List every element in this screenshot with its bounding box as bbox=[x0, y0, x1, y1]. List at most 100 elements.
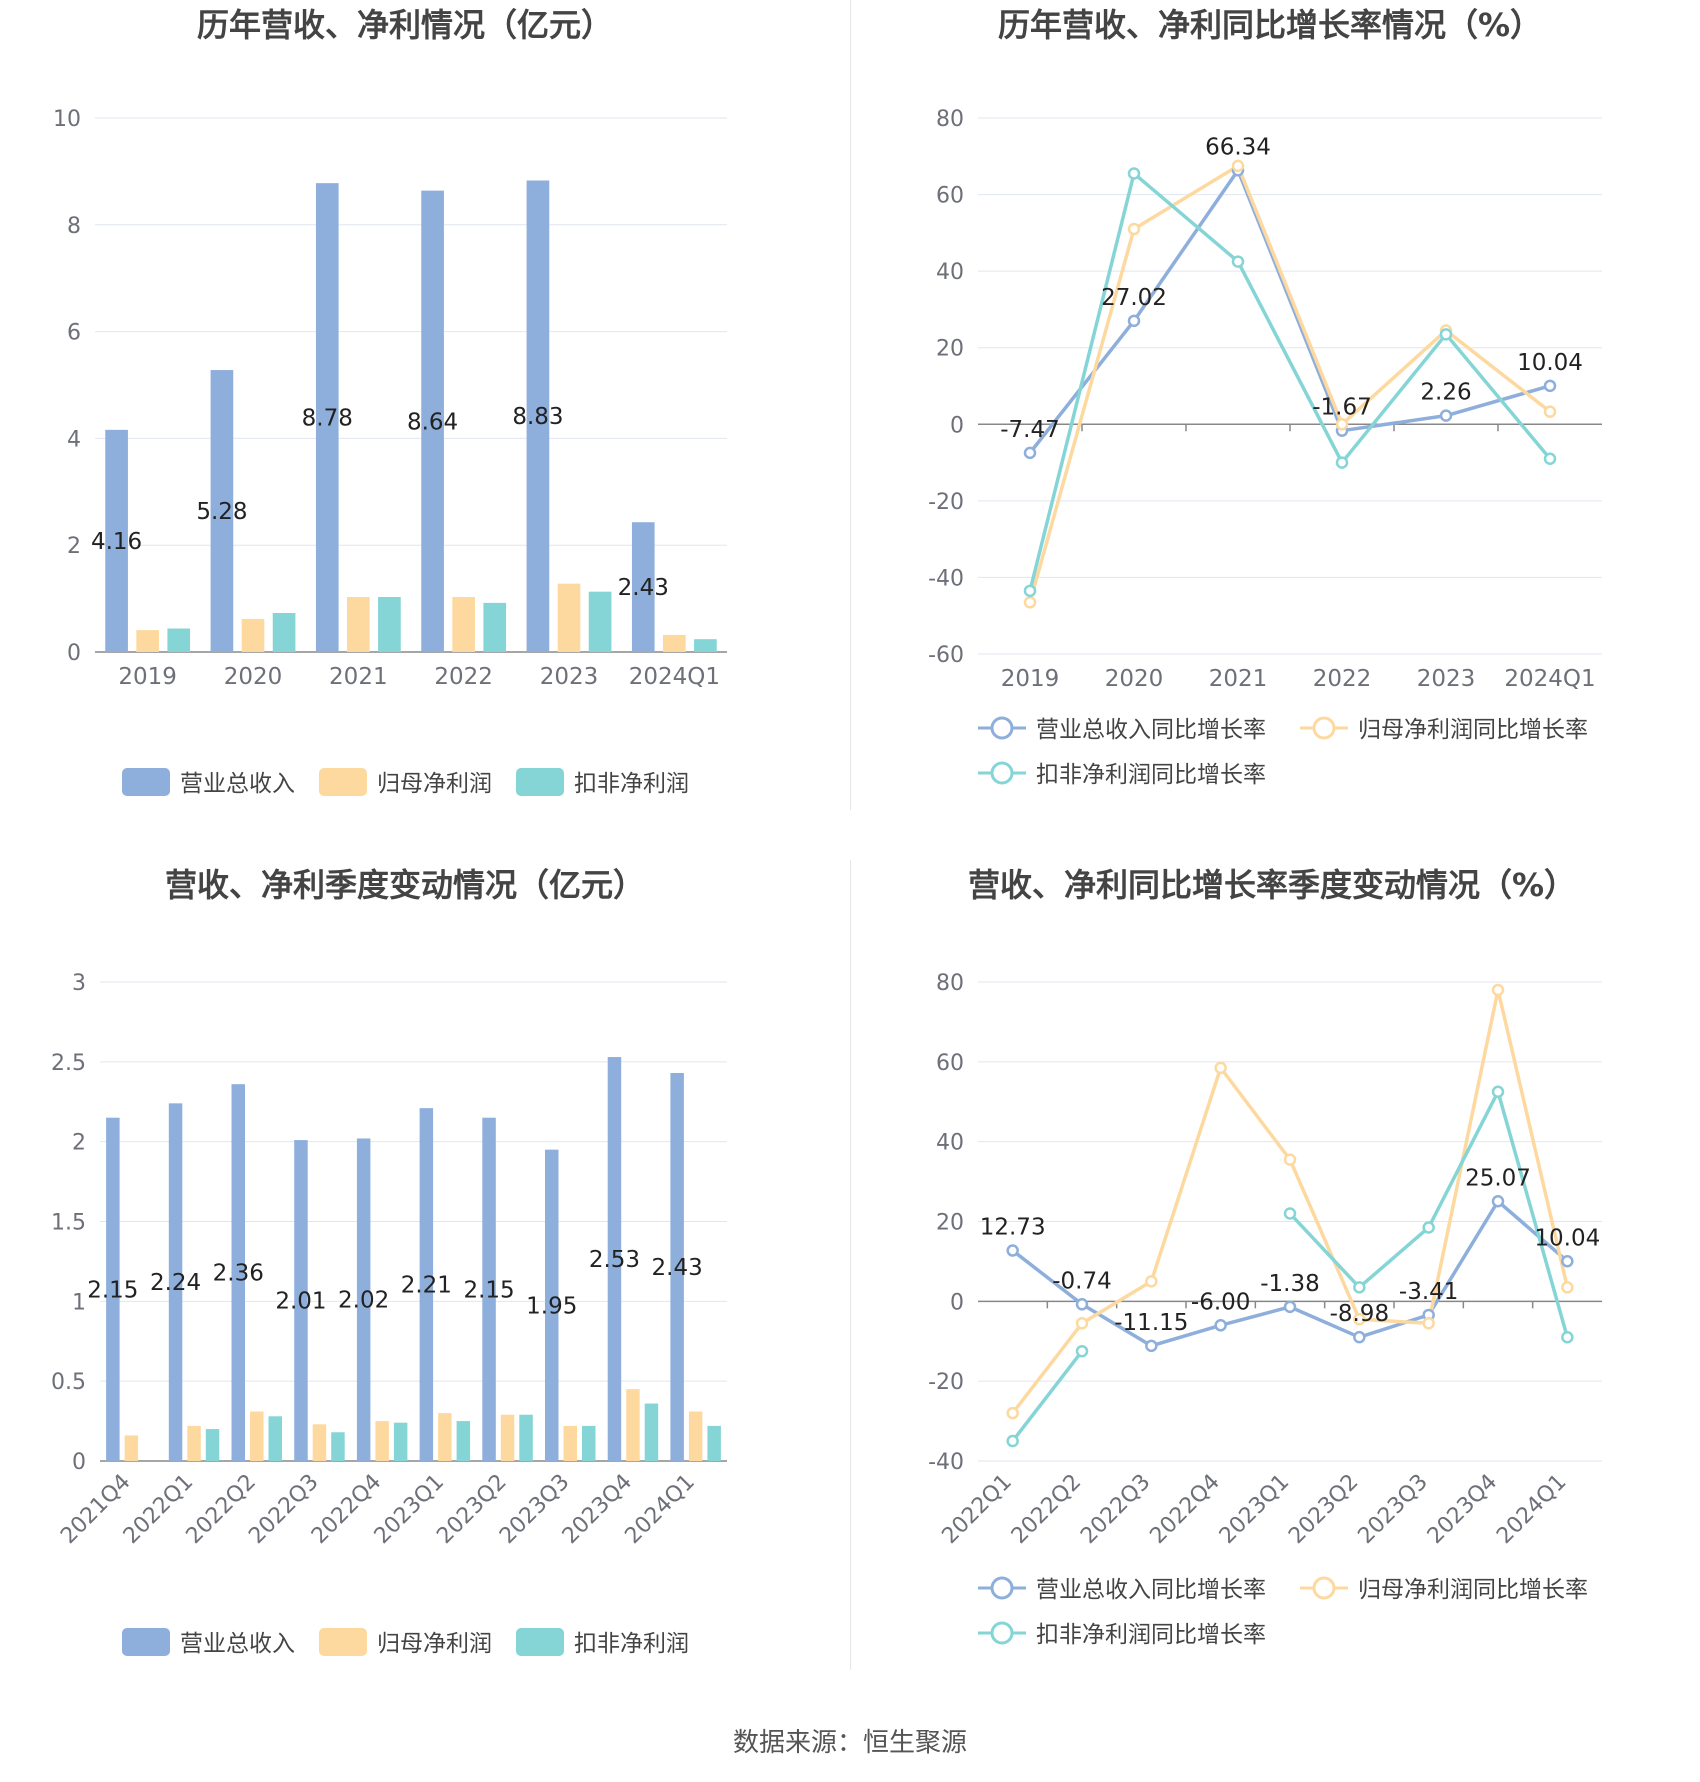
x-tick-label: 2021 bbox=[329, 664, 388, 690]
bar-data-label: 4.16 bbox=[91, 529, 142, 555]
bar-营业总收入 bbox=[168, 1103, 183, 1461]
bar-data-label: 2.36 bbox=[213, 1261, 264, 1287]
legend-label: 归母净利润同比增长率 bbox=[1358, 1577, 1588, 1603]
point-营业总收入同比增长率 bbox=[1006, 1244, 1019, 1257]
x-tick-label: 2019 bbox=[1001, 666, 1060, 692]
bar-扣非净利润 bbox=[644, 1403, 659, 1461]
bar-归母净利润 bbox=[241, 618, 265, 652]
y-tick-label: 60 bbox=[936, 184, 964, 209]
bar-营业总收入 bbox=[105, 429, 128, 652]
point-扣非净利润同比增长率 bbox=[1006, 1434, 1019, 1448]
bar-归母净利润 bbox=[563, 1425, 577, 1461]
legend-label: 营业总收入 bbox=[180, 771, 295, 797]
line-data-label: 2.26 bbox=[1420, 380, 1471, 406]
x-tick-label: 2024Q1 bbox=[620, 1470, 699, 1549]
point-归母净利润同比增长率 bbox=[1491, 983, 1505, 997]
point-归母净利润同比增长率 bbox=[1543, 405, 1557, 418]
line-data-label: 66.34 bbox=[1205, 134, 1271, 160]
x-tick-label: 2022Q1 bbox=[937, 1470, 1016, 1549]
x-tick-label: 2022Q3 bbox=[1076, 1470, 1155, 1549]
legend-item: 扣非净利润 bbox=[516, 1628, 689, 1657]
line-归母净利润同比增长率 bbox=[1011, 988, 1570, 1415]
y-tick-label: 4 bbox=[67, 427, 81, 452]
bar-归母净利润 bbox=[452, 596, 475, 652]
bar-扣非净利润 bbox=[456, 1421, 471, 1461]
line-扣非净利润同比增长率 bbox=[1028, 171, 1552, 592]
legend-item: 营业总收入同比增长率 bbox=[978, 1576, 1266, 1603]
y-tick-label: 2 bbox=[72, 1131, 86, 1156]
line-data-label: -7.47 bbox=[1000, 417, 1060, 443]
legend-swatch bbox=[319, 1628, 367, 1656]
legend-item: 归母净利润 bbox=[319, 768, 492, 797]
legend-label: 归母净利润 bbox=[377, 771, 492, 797]
point-营业总收入同比增长率 bbox=[1353, 1330, 1366, 1344]
bar-归母净利润 bbox=[663, 634, 686, 652]
bar-营业总收入 bbox=[231, 1084, 245, 1461]
x-tick-label: 2024Q1 bbox=[1492, 1470, 1571, 1549]
legend-marker bbox=[990, 761, 1014, 785]
bar-data-label: 2.15 bbox=[463, 1277, 514, 1303]
bar-营业总收入 bbox=[210, 370, 234, 652]
point-扣非净利润同比增长率 bbox=[1231, 255, 1245, 268]
legend-item: 归母净利润 bbox=[319, 1628, 492, 1657]
line-营业总收入同比增长率 bbox=[1028, 168, 1551, 454]
y-tick-label: 0 bbox=[950, 413, 964, 438]
x-tick-label: 2022 bbox=[1313, 666, 1372, 692]
bar-归母净利润 bbox=[626, 1389, 640, 1461]
y-tick-label: -20 bbox=[928, 490, 964, 515]
x-tick-label: 2023 bbox=[1417, 666, 1476, 692]
bar-归母净利润 bbox=[557, 583, 581, 652]
line-data-label: -6.00 bbox=[1191, 1289, 1251, 1315]
legend-item: 扣非净利润同比增长率 bbox=[978, 1621, 1266, 1648]
bar-data-label: 2.21 bbox=[401, 1273, 452, 1299]
bar-扣非净利润 bbox=[582, 1425, 596, 1461]
legend-label: 扣非净利润 bbox=[574, 771, 689, 797]
point-归母净利润同比增长率 bbox=[1353, 1313, 1366, 1326]
point-归母净利润同比增长率 bbox=[1023, 596, 1037, 609]
annual-growth-chart-panel: 历年营收、净利同比增长率情况（%） -60 -40 -20 0 20 40 60 80 2019 2… bbox=[850, 0, 1700, 860]
x-tick-label: 2023Q3 bbox=[1353, 1470, 1432, 1549]
bar-归母净利润 bbox=[688, 1411, 703, 1461]
annual-amount-chart: 历年营收、净利情况（亿元） 0 2 4 6 8 10 2019 2020 2021 2022 2023… bbox=[53, 6, 727, 797]
y-tick-label: 20 bbox=[936, 1211, 964, 1236]
point-归母净利润同比增长率 bbox=[1561, 1281, 1574, 1294]
bar-归母净利润 bbox=[438, 1413, 452, 1461]
chart-title: 历年营收、净利情况（亿元） bbox=[197, 6, 613, 44]
legend-item: 营业总收入 bbox=[122, 1628, 295, 1657]
point-扣非净利润同比增长率 bbox=[1127, 167, 1141, 180]
annual-growth-chart: 历年营收、净利同比增长率情况（%） -60 -40 -20 0 20 40 60 80 2019 2… bbox=[928, 6, 1602, 788]
bar-营业总收入 bbox=[545, 1149, 559, 1461]
y-tick-label: 8 bbox=[67, 214, 81, 239]
bar-归母净利润 bbox=[136, 630, 159, 652]
y-tick-label: 1.5 bbox=[51, 1211, 86, 1236]
bar-data-label: 8.83 bbox=[512, 404, 563, 430]
x-tick-label: 2023Q2 bbox=[1284, 1470, 1363, 1549]
line-data-label: -3.41 bbox=[1399, 1279, 1459, 1305]
bar-营业总收入 bbox=[294, 1140, 308, 1461]
bar-data-label: 2.15 bbox=[87, 1277, 138, 1303]
legend-marker bbox=[1312, 716, 1336, 740]
bar-扣非净利润 bbox=[205, 1429, 220, 1461]
bar-data-label: 2.53 bbox=[589, 1247, 640, 1273]
bar-data-label: 2.43 bbox=[618, 575, 669, 601]
y-tick-label: 0 bbox=[67, 641, 81, 666]
bar-扣非净利润 bbox=[707, 1425, 721, 1461]
vertical-divider-bottom bbox=[850, 860, 851, 1670]
line-data-label: -1.67 bbox=[1312, 395, 1372, 421]
x-tick-label: 2024Q1 bbox=[629, 664, 720, 690]
point-扣非净利润同比增长率 bbox=[1561, 1331, 1574, 1344]
bar-data-label: 2.02 bbox=[338, 1288, 389, 1314]
y-tick-label: 40 bbox=[936, 1131, 964, 1156]
point-归母净利润同比增长率 bbox=[1127, 222, 1141, 236]
bar-归母净利润 bbox=[347, 596, 370, 652]
x-tick-label: 2023 bbox=[540, 664, 599, 690]
bar-data-label: 1.95 bbox=[526, 1293, 577, 1319]
annual-amount-chart-panel: 历年营收、净利情况（亿元） 0 2 4 6 8 10 2019 2020 2021 2022 2023… bbox=[0, 0, 850, 860]
legend-label: 营业总收入 bbox=[180, 1631, 295, 1657]
point-营业总收入同比增长率 bbox=[1543, 379, 1557, 393]
bar-营业总收入 bbox=[356, 1138, 371, 1461]
x-tick-label: 2020 bbox=[1105, 666, 1164, 692]
legend-item: 扣非净利润 bbox=[516, 768, 689, 797]
bar-扣非净利润 bbox=[519, 1414, 533, 1461]
point-归母净利润同比增长率 bbox=[1283, 1153, 1297, 1166]
